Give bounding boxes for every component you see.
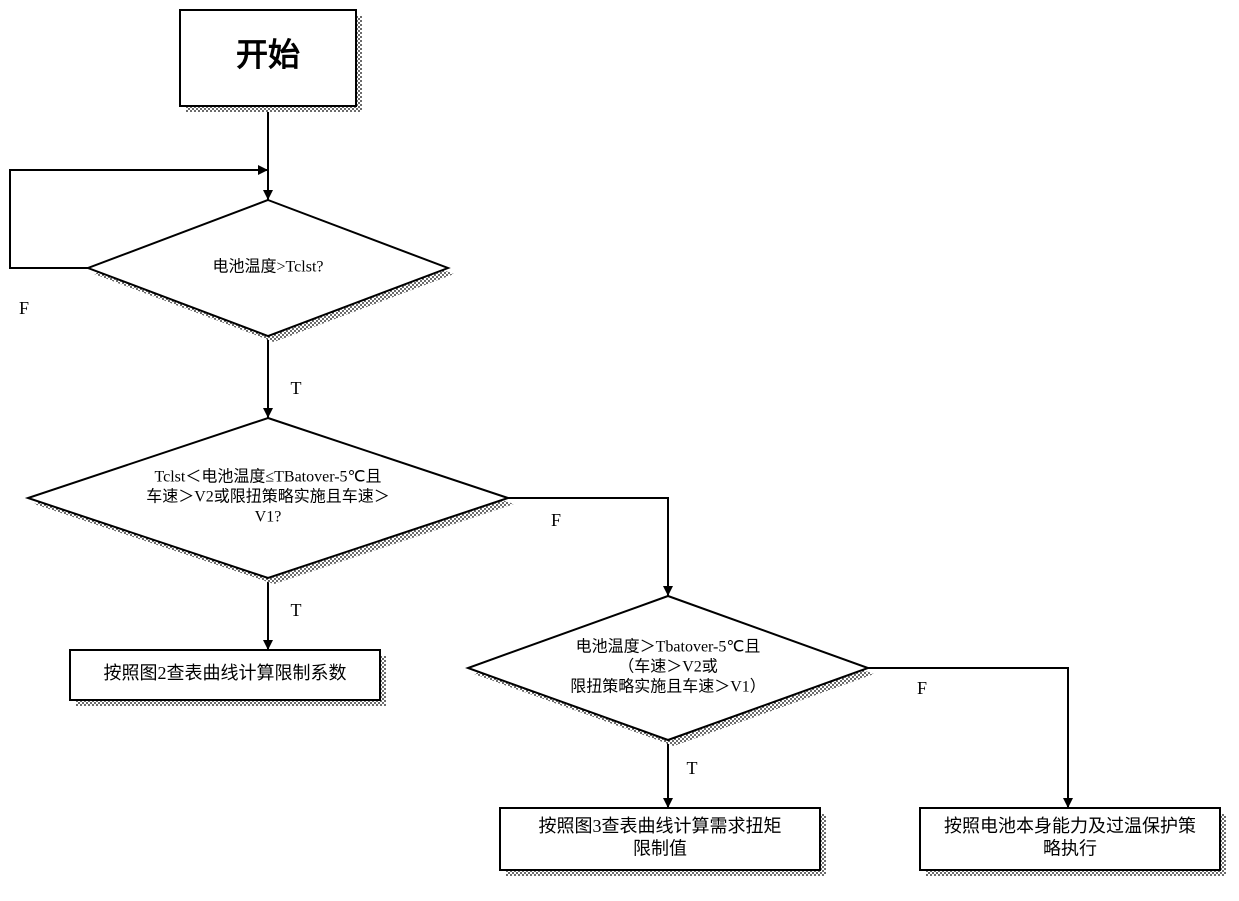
- svg-text:（车速＞V2或: （车速＞V2或: [618, 658, 718, 676]
- svg-text:T: T: [687, 758, 698, 778]
- svg-text:T: T: [291, 600, 302, 620]
- svg-text:车速＞V2或限扭策略实施且车速＞: 车速＞V2或限扭策略实施且车速＞: [146, 488, 390, 506]
- svg-text:T: T: [291, 378, 302, 398]
- svg-text:Tclst＜电池温度≤TBatover-5℃且: Tclst＜电池温度≤TBatover-5℃且: [154, 468, 381, 486]
- svg-text:按照图2查表曲线计算限制系数: 按照图2查表曲线计算限制系数: [104, 663, 347, 683]
- svg-text:限扭策略实施且车速＞V1）: 限扭策略实施且车速＞V1）: [570, 678, 766, 696]
- svg-text:电池温度>Tclst?: 电池温度>Tclst?: [212, 258, 323, 276]
- svg-text:略执行: 略执行: [1043, 838, 1097, 858]
- svg-text:电池温度＞Tbatover-5℃且: 电池温度＞Tbatover-5℃且: [576, 638, 761, 656]
- svg-text:F: F: [551, 510, 561, 530]
- svg-text:V1?: V1?: [255, 509, 282, 526]
- svg-text:F: F: [917, 678, 927, 698]
- svg-text:限制值: 限制值: [633, 838, 687, 858]
- svg-text:按照电池本身能力及过温保护策: 按照电池本身能力及过温保护策: [944, 816, 1196, 836]
- svg-text:开始: 开始: [236, 36, 300, 72]
- svg-text:按照图3查表曲线计算需求扭矩: 按照图3查表曲线计算需求扭矩: [539, 816, 782, 836]
- svg-text:F: F: [19, 298, 29, 318]
